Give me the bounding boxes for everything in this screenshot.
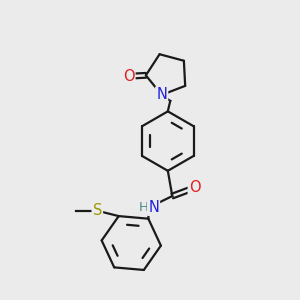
Text: N: N	[156, 87, 167, 102]
Text: O: O	[189, 180, 200, 195]
Text: H: H	[139, 201, 149, 214]
Text: S: S	[93, 203, 102, 218]
Text: N: N	[148, 200, 159, 215]
Text: O: O	[123, 69, 134, 84]
